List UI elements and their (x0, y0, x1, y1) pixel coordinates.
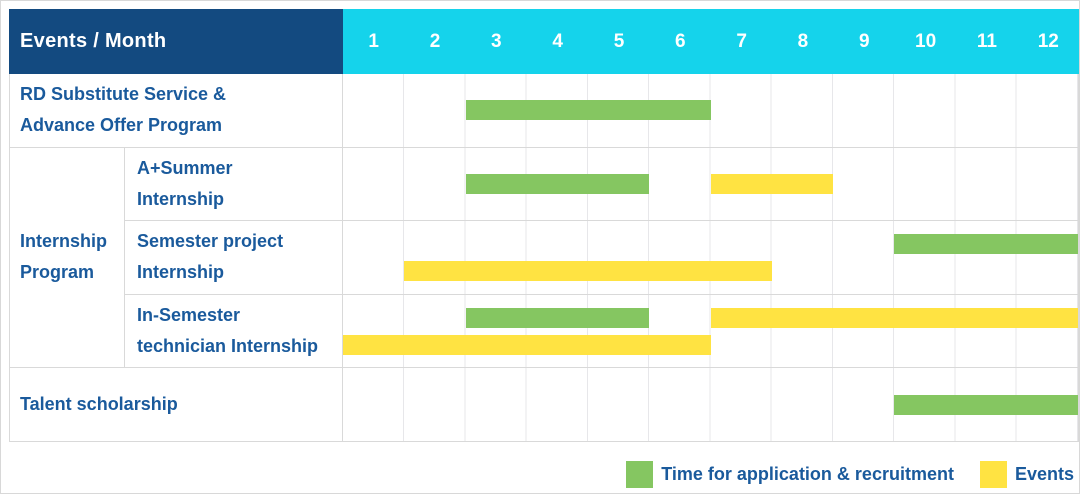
table-header-title-cell: Events / Month (9, 9, 343, 74)
gantt-bar-green (894, 233, 1078, 254)
month-header-3: 3 (491, 30, 502, 52)
month-header-9: 9 (859, 30, 870, 52)
gantt-row (343, 147, 1079, 222)
gantt-bar-line (343, 394, 1078, 415)
row-label: Talent scholarship (9, 368, 343, 442)
legend-item-green: Time for application & recruitment (626, 460, 954, 488)
legend-label: Events (1014, 463, 1074, 484)
month-header-row: 1 2 3 4 5 6 7 8 9 10 11 12 (343, 9, 1079, 74)
gantt-bar-line (343, 260, 1078, 281)
events-month-table: Events / Month 1 2 3 4 5 6 7 8 9 10 11 12 RD Substi… (9, 9, 1079, 442)
legend-swatch-yellow (979, 460, 1007, 488)
legend-label: Time for application & recruitment (661, 463, 954, 484)
gantt-row (343, 368, 1079, 442)
gantt-bar-green (465, 173, 650, 194)
month-header-7: 7 (736, 30, 747, 52)
gantt-bar-line (343, 334, 1078, 355)
gantt-row (343, 221, 1079, 295)
gantt-bar-yellow (404, 260, 772, 281)
month-header-6: 6 (675, 30, 686, 52)
gantt-bar-green (894, 394, 1078, 415)
month-header-2: 2 (429, 30, 441, 52)
month-header-1: 1 (368, 30, 379, 52)
month-header-5: 5 (613, 30, 625, 52)
legend-swatch-green (626, 460, 654, 488)
gantt-bar-yellow (710, 307, 1078, 328)
row-label: Semester project Internship (124, 221, 343, 295)
row-label: In-Semester technician Internship (124, 294, 343, 369)
gantt-bar-green (465, 100, 711, 121)
gantt-bar-yellow (710, 173, 833, 194)
gantt-bar-line (343, 233, 1078, 254)
gantt-bar-line (343, 100, 1078, 121)
month-header-4: 4 (552, 30, 563, 52)
gantt-bar-line (343, 307, 1078, 328)
gantt-row (343, 74, 1079, 148)
month-header-8: 8 (797, 30, 809, 52)
month-header-10: 10 (915, 30, 937, 52)
month-header-11: 11 (976, 30, 997, 52)
legend-item-yellow: Events (979, 460, 1074, 488)
row-label: A+Summer Internship (124, 147, 343, 222)
gantt-row (343, 294, 1079, 369)
gantt-bar-yellow (343, 334, 711, 355)
legend: Time for application & recruitment Events (626, 459, 1074, 489)
page-title: Events / Month (20, 30, 167, 52)
month-header-12: 12 (1037, 30, 1059, 52)
gantt-bar-green (465, 307, 650, 328)
row-label: RD Substitute Service & Advance Offer Pr… (9, 74, 343, 148)
gantt-bar-line (343, 173, 1078, 194)
group-label: Internship Program (9, 147, 124, 369)
